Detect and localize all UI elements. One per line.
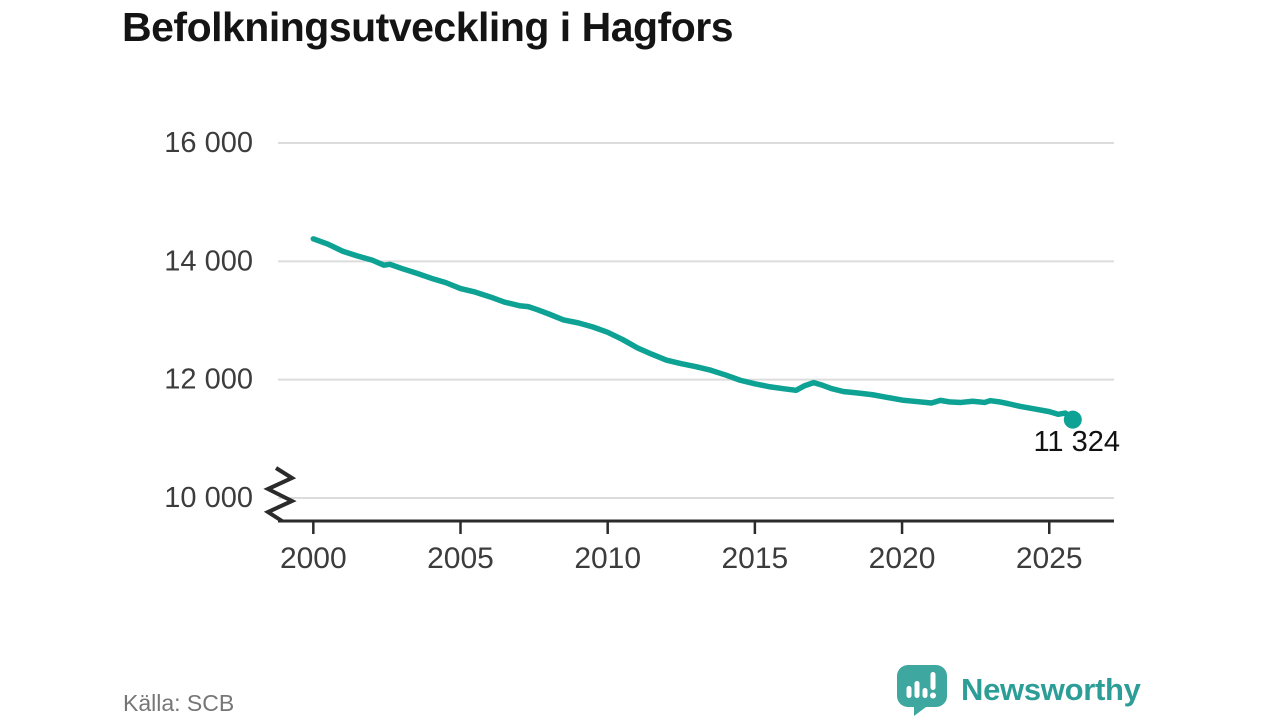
source-note: Källa: SCB xyxy=(123,690,235,716)
axis-break-icon xyxy=(263,466,297,523)
x-tick-label: 2000 xyxy=(280,542,347,575)
y-tick-label: 12 000 xyxy=(164,364,253,396)
newsworthy-bar-chart-bubble-icon xyxy=(895,663,949,716)
x-tick-label: 2005 xyxy=(427,542,494,575)
end-value-label: 11 324 xyxy=(1033,426,1120,458)
x-tick-label: 2010 xyxy=(574,542,641,575)
chart-title: Befolkningsutveckling i Hagfors xyxy=(122,4,734,50)
x-tick-label: 2020 xyxy=(869,542,936,575)
newsworthy-wordmark: Newsworthy xyxy=(961,671,1141,707)
population-line xyxy=(310,236,1076,423)
end-point-dot xyxy=(1063,410,1082,429)
x-tick-label: 2015 xyxy=(721,542,788,575)
x-tick-label: 2025 xyxy=(1016,542,1083,575)
y-tick-label: 10 000 xyxy=(164,482,253,514)
newsworthy-brand: Newsworthy xyxy=(895,663,1141,716)
y-tick-label: 14 000 xyxy=(164,245,253,277)
y-tick-label: 16 000 xyxy=(164,127,253,159)
